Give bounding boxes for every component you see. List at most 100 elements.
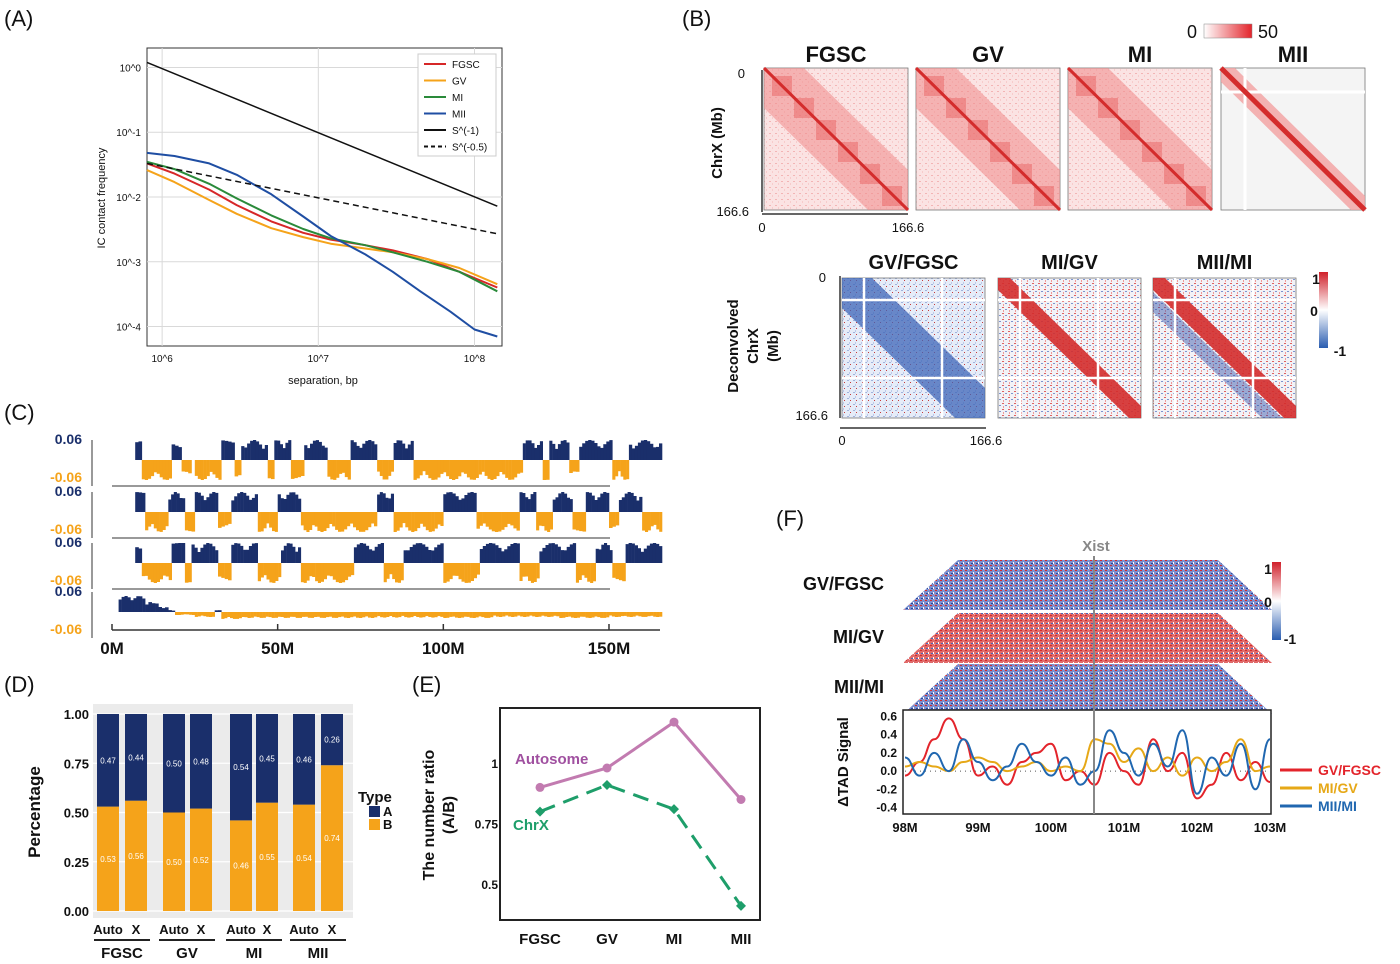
panel-c-bar-a xyxy=(636,500,640,512)
panel-c-bar-b xyxy=(156,460,160,474)
panel-d-bar-b xyxy=(97,806,119,911)
panel-c-bar-a xyxy=(646,441,651,460)
panel-c-bar-b xyxy=(541,512,545,527)
panel-c-bar-b xyxy=(234,460,239,477)
panel-c-bar-b xyxy=(165,460,169,480)
panel-e-point xyxy=(736,900,746,911)
panel-c-bar-b xyxy=(260,563,264,578)
panel-c-bar-b xyxy=(493,612,497,616)
panel-c-ytop-label: 0.06 xyxy=(55,583,82,599)
panel-b-bottom-map xyxy=(997,277,1142,419)
panel-c-bar-b xyxy=(232,612,237,619)
panel-c-bar-b xyxy=(386,563,390,579)
panel-e-series-line xyxy=(539,720,743,801)
panel-c-bar-a xyxy=(406,550,410,563)
panel-c-bar-b xyxy=(431,512,435,532)
panel-c-bar-b xyxy=(481,612,485,618)
panel-c-bar-a xyxy=(251,543,256,563)
panel-c-bar-b xyxy=(295,612,299,618)
panel-c-bar-a xyxy=(428,550,432,563)
panel-c-xtick-label: 100M xyxy=(422,639,465,658)
panel-c-bar-a xyxy=(554,544,558,563)
panel-c-bar-a xyxy=(603,492,607,512)
panel-c-bar-b xyxy=(353,512,357,528)
panel-c-bar-b xyxy=(590,563,594,583)
panel-d-bar-b xyxy=(190,808,212,911)
panel-c-bar-b xyxy=(491,512,496,532)
panel-c-bar-b xyxy=(397,563,401,583)
panel-c-bar-b xyxy=(536,512,540,531)
panel-c-bar-a xyxy=(542,547,546,563)
panel-c-bar-a xyxy=(649,543,654,563)
panel-c-bar-b xyxy=(437,612,441,617)
panel-c-bar-b xyxy=(615,563,620,580)
panel-c-bar-a xyxy=(440,543,444,563)
panel-c-bar-a xyxy=(171,543,176,563)
panel-a-legend-label: S^(-0.5) xyxy=(452,143,487,154)
panel-c-bar-a xyxy=(549,440,553,460)
panel-c-bar-a xyxy=(118,599,122,612)
panel-d-group-label: FGSC xyxy=(101,945,143,962)
panel-c-bar-b xyxy=(501,512,505,530)
panel-c-bar-a xyxy=(161,608,166,612)
panel-c-bar-a xyxy=(171,494,175,512)
panel-c-bar-b xyxy=(585,612,589,618)
panel-c-bar-b xyxy=(271,612,275,618)
panel-c-bar-b xyxy=(353,612,357,617)
panel-c-bar-a xyxy=(473,492,477,512)
panel-c-bar-a xyxy=(492,543,496,563)
panel-c-bar-a xyxy=(315,440,319,460)
panel-b-top-axis-start: 0 xyxy=(738,66,745,81)
panel-c-bar-a xyxy=(206,497,210,512)
panel-c-bar-a xyxy=(241,446,245,460)
panel-c-bar-a xyxy=(200,547,204,563)
panel-c-bar-b xyxy=(194,612,198,617)
panel-c-bar-b xyxy=(289,612,293,617)
panel-c-bar-b xyxy=(343,512,348,530)
panel-c-bar-b xyxy=(389,612,393,616)
panel-c-bar-a xyxy=(628,543,632,563)
panel-c-bar-b xyxy=(374,512,378,527)
panel-c-bar-a xyxy=(595,548,599,563)
panel-c-bar-b xyxy=(332,512,336,527)
panel-b-map-offdiag xyxy=(1153,292,1282,418)
panel-c-bar-b xyxy=(428,460,432,479)
panel-d-label-a: 0.50 xyxy=(166,759,182,768)
panel-c-bar-b xyxy=(191,512,196,532)
panel-c-bar-b xyxy=(553,612,557,616)
panel-c-bar-a xyxy=(653,447,657,460)
panel-c-bar-a xyxy=(534,447,538,460)
panel-c-bar-a xyxy=(231,544,235,563)
panel-c-bar-a xyxy=(365,545,370,563)
panel-c-bar-a xyxy=(148,602,152,612)
panel-c-bar-b xyxy=(177,612,181,615)
panel-a-ytick-label: 10^-4 xyxy=(116,323,141,334)
panel-f-row-label: MII/MI xyxy=(834,677,884,697)
panel-c-bar-b xyxy=(473,563,477,579)
panel-c-bar-b xyxy=(262,612,266,618)
panel-c-bar-a xyxy=(446,492,450,512)
panel-c-bar-b xyxy=(268,612,272,618)
panel-c-bar-b xyxy=(440,512,444,526)
panel-e-plot-area xyxy=(499,707,761,921)
panel-c-bar-b xyxy=(338,512,342,532)
panel-a-series-line xyxy=(146,151,498,338)
panel-c-bar-b xyxy=(269,512,273,528)
panel-e-label-chrx: ChrX xyxy=(513,817,549,834)
panel-b-bottom-ylabel-1: Deconvolved xyxy=(725,299,742,392)
panel-c-bar-b xyxy=(609,612,613,616)
panel-c-bar-b xyxy=(579,512,583,532)
panel-b-map-diagonal xyxy=(1066,66,1214,212)
panel-c-bar-a xyxy=(655,543,660,563)
panel-c-bar-a xyxy=(637,442,642,460)
panel-c-bar-a xyxy=(324,447,328,460)
panel-c-bar-b xyxy=(632,612,636,617)
panel-c-bar-a xyxy=(279,444,283,460)
panel-c-bar-b xyxy=(359,512,363,532)
panel-f-triangle-row: MII/MI xyxy=(834,664,1272,714)
panel-e-point xyxy=(736,795,746,804)
panel-c-bar-b xyxy=(499,460,503,472)
panel-c-bar-b xyxy=(224,512,229,526)
panel-c-bar-a xyxy=(215,550,219,563)
panel-c-bar-b xyxy=(356,512,360,531)
